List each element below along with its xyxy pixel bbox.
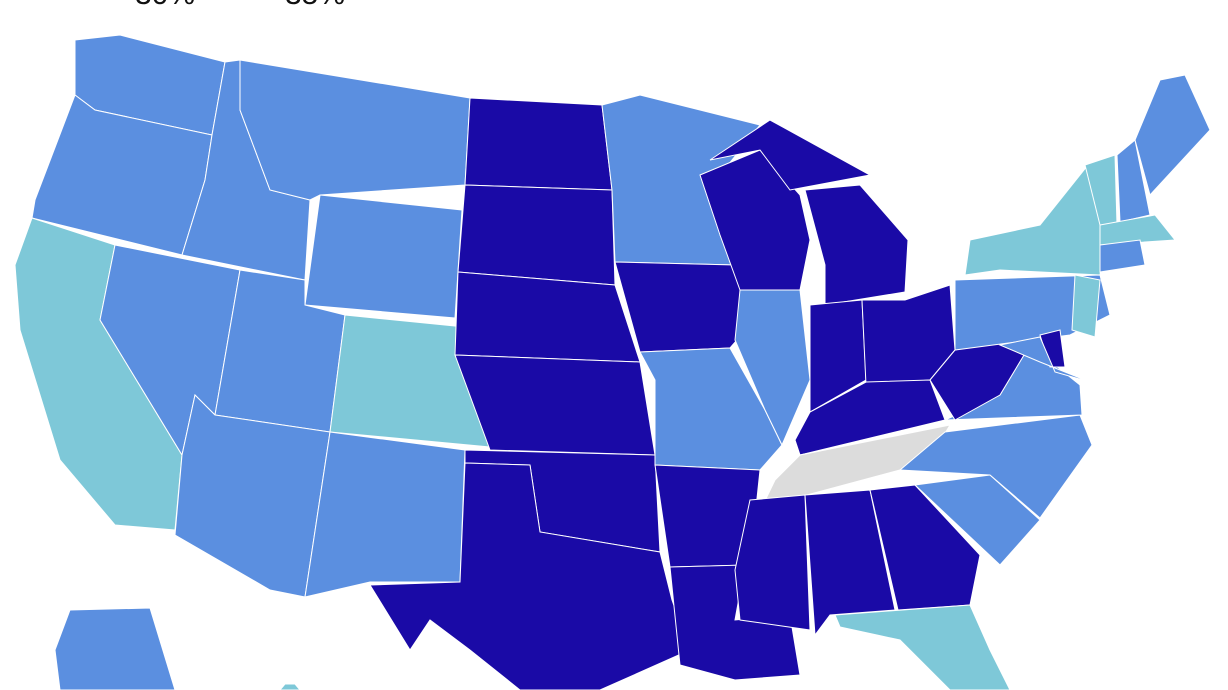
state-region-sd: [457, 184, 616, 286]
state-region-ia: [614, 261, 751, 353]
state-region-mt: [239, 59, 471, 201]
state-region-nm: [304, 431, 466, 598]
state-region-ct: [1099, 239, 1146, 273]
state-region-ga: [869, 484, 981, 611]
state-region-il: [734, 289, 811, 447]
state-region-ne: [454, 271, 641, 363]
state-region-mi: [804, 184, 909, 306]
state-region-nj: [1071, 274, 1101, 338]
state-region-miu: [709, 119, 872, 191]
state-region-fl: [834, 604, 1011, 690]
state-region-nh: [1116, 139, 1151, 223]
legend-label-30: 30%: [135, 0, 195, 12]
legend-label-35: 35%: [285, 0, 345, 12]
state-region-sc: [913, 474, 1041, 566]
state-region-wy: [304, 194, 463, 319]
state-region-tx: [369, 462, 691, 690]
state-region-nd: [464, 97, 613, 191]
state-region-nc: [898, 414, 1093, 519]
state-region-ak: [54, 607, 176, 690]
state-region-md: [998, 336, 1091, 383]
state-region-hi: [279, 683, 301, 690]
state-region-ms: [734, 494, 811, 631]
state-region-ma: [1099, 214, 1176, 246]
state-region-me: [1134, 74, 1211, 197]
state-region-mo: [639, 347, 783, 471]
